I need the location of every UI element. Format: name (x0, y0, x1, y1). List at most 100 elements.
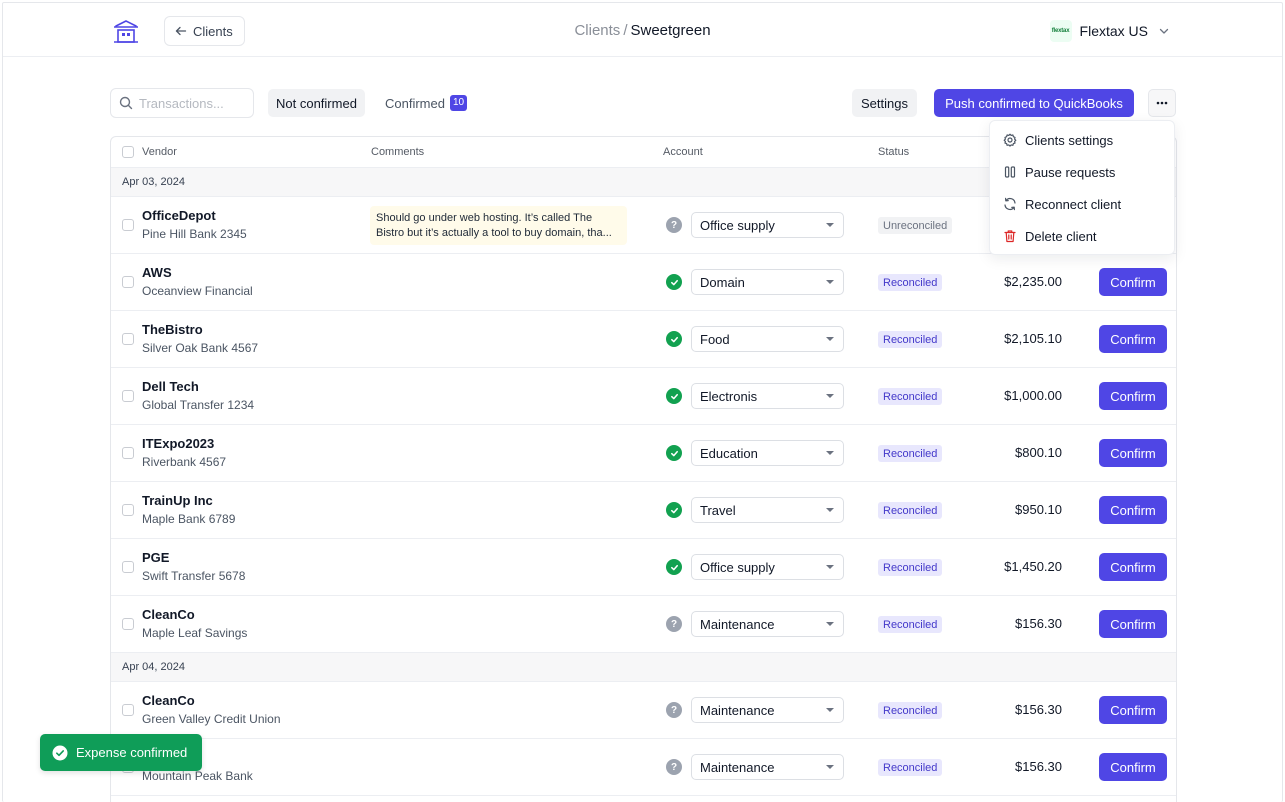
vendor-name: Dell Tech (142, 379, 199, 394)
row-checkbox[interactable] (122, 561, 134, 573)
status-badge: Unreconciled (878, 217, 953, 234)
table-row[interactable]: PGE Swift Transfer 5678 Office supply Recon… (111, 539, 1176, 596)
amount: $800.10 (1015, 445, 1062, 460)
menu-item-label: Reconnect client (1025, 196, 1122, 212)
menu-item-reconnect-client[interactable]: Reconnect client (990, 188, 1174, 220)
header-vendor: Vendor (142, 146, 177, 158)
account-select[interactable]: Maintenance (691, 754, 844, 780)
header-status: Status (878, 146, 910, 158)
comment-note[interactable]: Should go under web hosting. It’s called… (370, 206, 627, 245)
amount: $2,235.00 (1004, 274, 1062, 289)
account-value: Domain (700, 274, 745, 290)
bank-name: Global Transfer 1234 (142, 398, 255, 412)
table-row[interactable]: TrainUp Inc Maple Bank 6789 Travel Reconcil… (111, 482, 1176, 539)
confirm-button[interactable]: Confirm (1099, 553, 1167, 581)
question-circle-icon: ? (666, 759, 682, 775)
account-select[interactable]: Maintenance (691, 697, 844, 723)
tab-confirmed[interactable]: Confirmed 10 (385, 89, 468, 117)
status-badge: Reconciled (878, 388, 943, 405)
amount: $156.30 (1015, 759, 1062, 774)
row-checkbox[interactable] (122, 333, 134, 345)
question-circle-icon: ? (666, 217, 682, 233)
building-logo-icon[interactable] (112, 17, 140, 45)
tab-not-confirmed[interactable]: Not confirmed (268, 89, 365, 117)
group-date: Apr 03, 2024 (122, 176, 185, 188)
question-circle-icon: ? (666, 616, 682, 632)
row-checkbox[interactable] (122, 219, 134, 231)
caret-down-icon (826, 223, 834, 227)
breadcrumb-parent[interactable]: Clients (574, 22, 621, 39)
confirm-button[interactable]: Confirm (1099, 439, 1167, 467)
confirm-button[interactable]: Confirm (1099, 496, 1167, 524)
row-checkbox[interactable] (122, 504, 134, 516)
search-box[interactable] (110, 88, 254, 118)
menu-item-label: Delete client (1025, 228, 1097, 244)
caret-down-icon (826, 708, 834, 712)
table-row[interactable]: Dell Tech Global Transfer 1234 Electronis R… (111, 368, 1176, 425)
account-select[interactable]: Travel (691, 497, 844, 523)
select-all-checkbox[interactable] (122, 146, 134, 158)
account-select[interactable]: Office supply (691, 554, 844, 580)
table-body: Apr 03, 2024 OfficeDepot Pine Hill Bank 23… (111, 168, 1176, 796)
table-row[interactable]: Mountain Peak Bank? Maintenance Reconciled… (111, 739, 1176, 796)
toast-notification: Expense confirmed (40, 734, 202, 771)
caret-down-icon (826, 765, 834, 769)
vendor-name: AWS (142, 265, 172, 280)
caret-down-icon (826, 280, 834, 284)
check-circle-icon (52, 745, 68, 760)
confirm-button[interactable]: Confirm (1099, 325, 1167, 353)
account-select[interactable]: Maintenance (691, 611, 844, 637)
row-checkbox[interactable] (122, 618, 134, 630)
more-horizontal-icon (1156, 101, 1168, 105)
amount: $156.30 (1015, 702, 1062, 717)
bank-name: Mountain Peak Bank (142, 769, 253, 783)
menu-item-delete-client[interactable]: Delete client (990, 220, 1174, 252)
account-value: Maintenance (700, 616, 775, 632)
table-row[interactable]: ITExpo2023 Riverbank 4567 Education Reconci… (111, 425, 1176, 482)
account-select[interactable]: Electronis (691, 383, 844, 409)
table-row[interactable]: TheBistro Silver Oak Bank 4567 Food Reconci… (111, 311, 1176, 368)
more-options-button[interactable] (1148, 89, 1176, 117)
confirm-button[interactable]: Confirm (1099, 753, 1167, 781)
row-checkbox[interactable] (122, 276, 134, 288)
amount: $950.10 (1015, 502, 1062, 517)
caret-down-icon (826, 622, 834, 626)
row-checkbox[interactable] (122, 390, 134, 402)
row-checkbox[interactable] (122, 447, 134, 459)
account-select[interactable]: Food (691, 326, 844, 352)
status-badge: Reconciled (878, 502, 943, 519)
org-switcher[interactable]: flextax Flextax US (1049, 20, 1170, 42)
search-input[interactable] (139, 95, 249, 111)
breadcrumb-separator: / (623, 22, 628, 39)
push-to-quickbooks-button[interactable]: Push confirmed to QuickBooks (934, 89, 1134, 117)
search-icon (119, 96, 133, 110)
account-select[interactable]: Education (691, 440, 844, 466)
group-date: Apr 04, 2024 (122, 661, 185, 673)
confirm-button[interactable]: Confirm (1099, 382, 1167, 410)
check-circle-icon (666, 388, 682, 404)
account-value: Maintenance (700, 759, 775, 775)
menu-item-clients-settings[interactable]: Clients settings (990, 124, 1174, 156)
bank-name: Maple Leaf Savings (142, 626, 248, 640)
menu-item-pause-requests[interactable]: Pause requests (990, 156, 1174, 188)
account-select[interactable]: Domain (691, 269, 844, 295)
header-account: Account (663, 146, 703, 158)
confirm-button[interactable]: Confirm (1099, 610, 1167, 638)
back-to-clients-button[interactable]: Clients (164, 16, 245, 46)
row-checkbox[interactable] (122, 704, 134, 716)
settings-button[interactable]: Settings (852, 89, 917, 117)
menu-item-label: Pause requests (1025, 164, 1116, 180)
confirm-button[interactable]: Confirm (1099, 268, 1167, 296)
vendor-name: TrainUp Inc (142, 493, 213, 508)
status-badge: Reconciled (878, 759, 943, 776)
table-row[interactable]: CleanCo Maple Leaf Savings? Maintenance Rec… (111, 596, 1176, 653)
table-row[interactable]: OfficeDepot Pine Hill Bank 2345 Should go … (111, 197, 1176, 254)
pause-icon (1004, 166, 1016, 178)
account-select[interactable]: Office supply (691, 212, 844, 238)
account-value: Office supply (700, 217, 775, 233)
confirm-button[interactable]: Confirm (1099, 696, 1167, 724)
org-logo: flextax (1049, 20, 1072, 42)
amount: $156.30 (1015, 616, 1062, 631)
table-row[interactable]: CleanCo Green Valley Credit Union? Mainten… (111, 682, 1176, 739)
table-row[interactable]: AWS Oceanview Financial Domain Reconciled $2… (111, 254, 1176, 311)
